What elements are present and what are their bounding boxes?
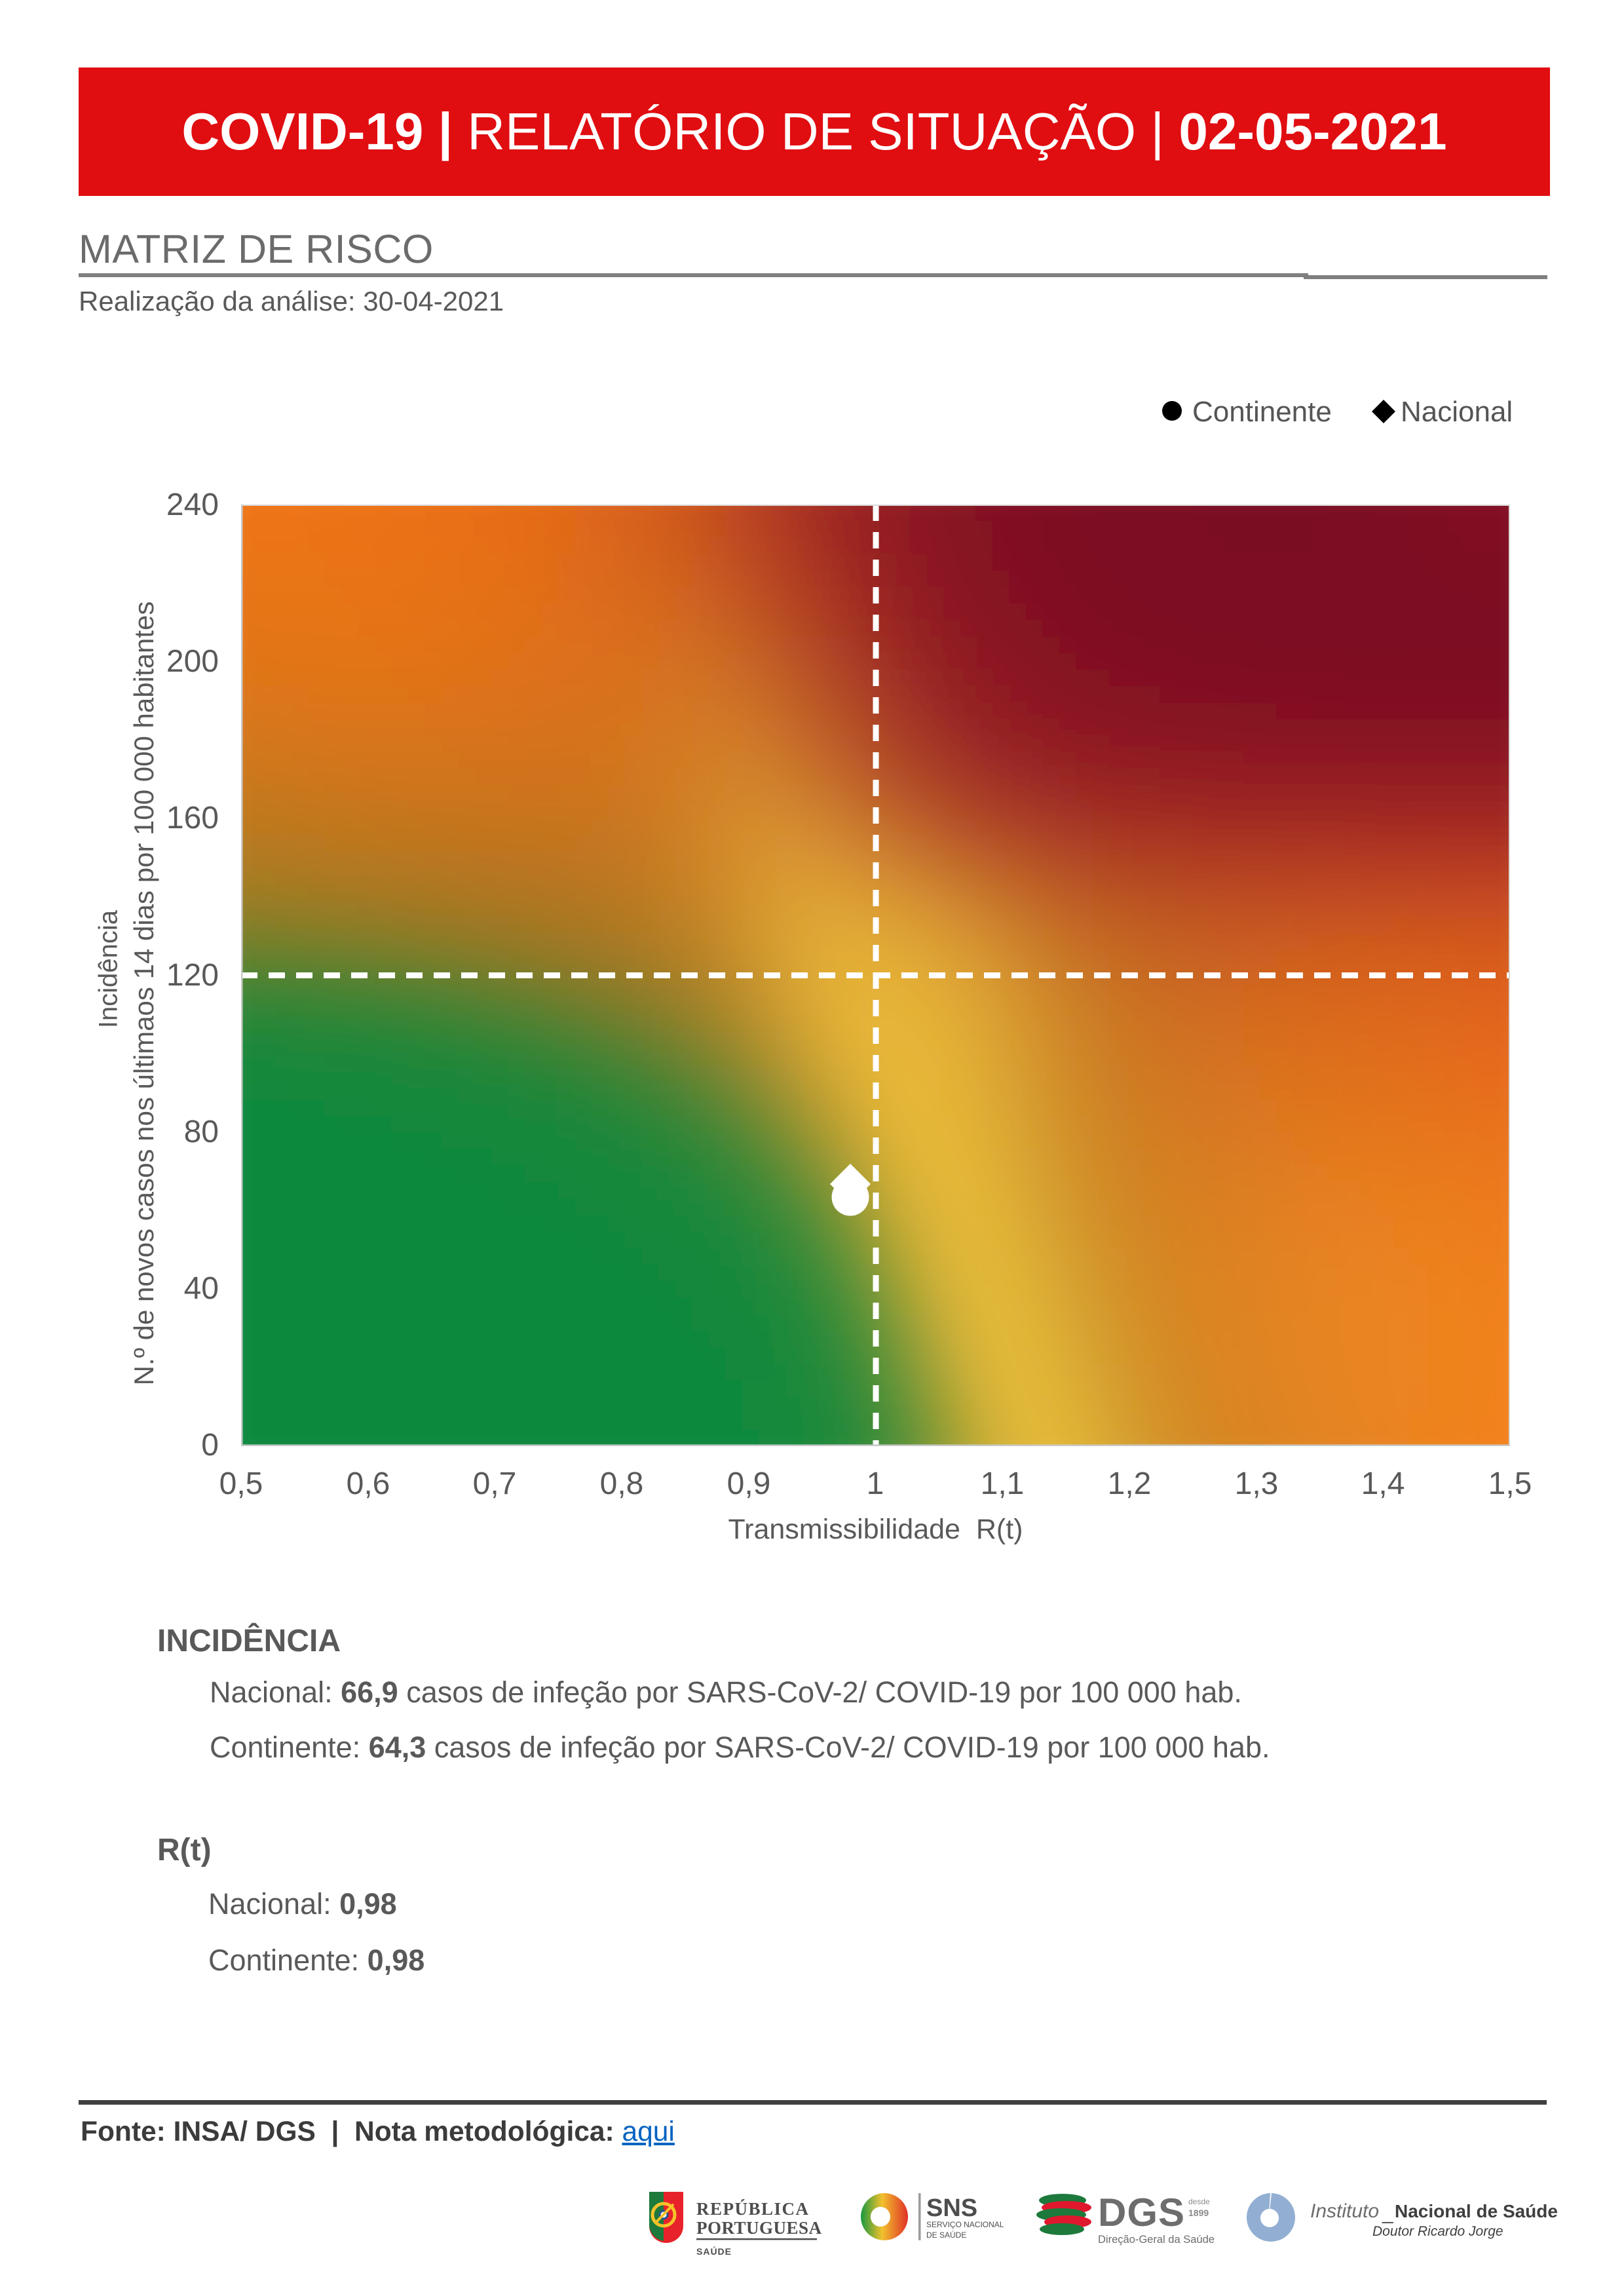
svg-text:SERVIÇO NACIONAL: SERVIÇO NACIONAL (926, 2220, 1004, 2229)
svg-text:desde: desde (1188, 2197, 1210, 2206)
svg-text:Nacional de Saúde: Nacional de Saúde (1395, 2201, 1558, 2221)
svg-text:Instituto: Instituto (1310, 2200, 1379, 2222)
svg-text:REPÚBLICA: REPÚBLICA (696, 2199, 810, 2219)
svg-text:Direção-Geral da Saúde: Direção-Geral da Saúde (1098, 2234, 1215, 2246)
svg-text:PORTUGUESA: PORTUGUESA (696, 2218, 822, 2238)
svg-text:DE SAÚDE: DE SAÚDE (926, 2230, 966, 2240)
svg-text:Doutor Ricardo Jorge: Doutor Ricardo Jorge (1372, 2224, 1503, 2239)
svg-text:SNS: SNS (926, 2194, 977, 2222)
svg-text:SAÚDE: SAÚDE (696, 2246, 732, 2257)
svg-text:1899: 1899 (1188, 2208, 1209, 2218)
svg-text:_: _ (1382, 2202, 1394, 2224)
svg-text:DGS: DGS (1098, 2191, 1185, 2234)
